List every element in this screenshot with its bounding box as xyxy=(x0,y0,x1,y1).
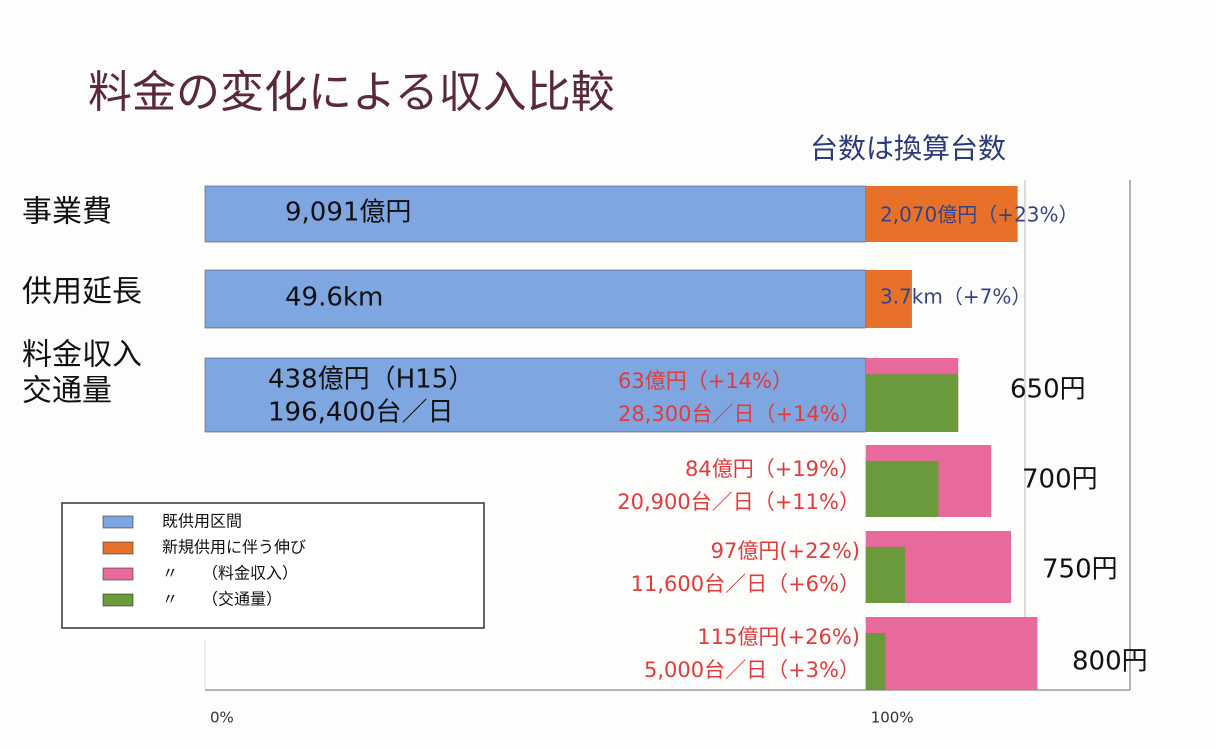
value-label: 97億円(+22%) xyxy=(711,539,860,563)
value-label: 5,000台／日（+3%） xyxy=(644,658,860,682)
bar xyxy=(204,357,867,433)
legend-swatch xyxy=(102,541,134,555)
bar xyxy=(865,460,939,517)
x-tick-label: 0% xyxy=(210,709,234,727)
legend-swatch xyxy=(102,515,134,529)
legend-label: 〃 （交通量） xyxy=(162,590,282,609)
x-tick-label: 100% xyxy=(871,709,914,727)
bar xyxy=(865,270,912,328)
price-label: 800円 xyxy=(1072,647,1148,677)
bar xyxy=(865,186,1018,242)
legend-swatch xyxy=(102,593,134,607)
value-label: 3.7km（+7%） xyxy=(880,285,1031,309)
subtitle: 台数は換算台数 xyxy=(810,132,1006,165)
value-label: 28,300台／日（+14%） xyxy=(618,402,861,426)
price-label: 700円 xyxy=(1022,465,1098,495)
legend-label: 新規供用に伴う伸び xyxy=(162,538,306,557)
bar xyxy=(865,546,906,603)
value-label: 196,400台／日 xyxy=(268,398,454,428)
bar xyxy=(865,633,886,690)
category-label: 料金収入 xyxy=(22,338,142,373)
value-label: 63億円（+14%） xyxy=(618,369,793,393)
legend-label: 既供用区間 xyxy=(162,512,242,531)
legend-swatch xyxy=(102,567,134,581)
price-label: 650円 xyxy=(1010,375,1086,405)
chart-title: 料金の変化による収入比較 xyxy=(88,67,615,118)
bar xyxy=(204,269,867,329)
value-label: 84億円（+19%） xyxy=(685,457,860,481)
bar xyxy=(865,617,1038,690)
bar xyxy=(204,185,867,243)
category-label: 供用延長 xyxy=(22,275,142,310)
value-label: 438億円（H15） xyxy=(268,365,474,395)
value-label: 115億円(+26%) xyxy=(697,625,860,649)
price-label: 750円 xyxy=(1042,555,1118,585)
value-label: 9,091億円 xyxy=(285,198,411,228)
bar xyxy=(865,374,959,432)
value-label: 20,900台／日（+11%） xyxy=(617,490,860,514)
category-label: 事業費 xyxy=(22,195,112,230)
value-label: 2,070億円（+23%） xyxy=(880,203,1078,227)
value-label: 49.6km xyxy=(285,283,383,313)
category-label: 交通量 xyxy=(22,374,112,409)
value-label: 11,600台／日（+6%） xyxy=(631,572,860,596)
legend-label: 〃 （料金収入） xyxy=(162,564,298,583)
